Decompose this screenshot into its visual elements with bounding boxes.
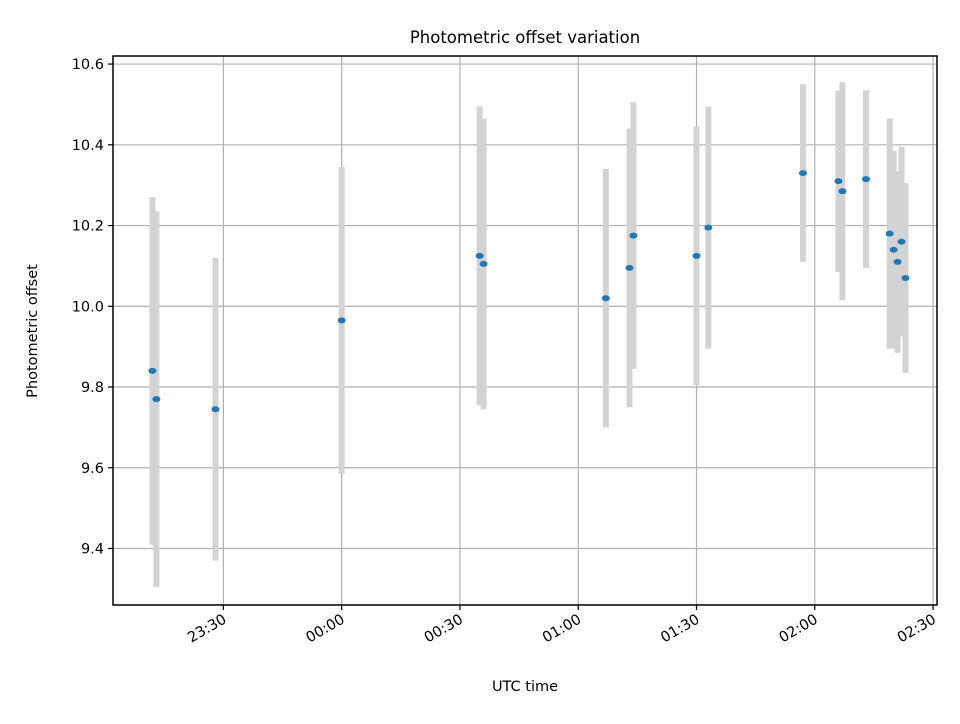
data-point [885, 230, 894, 237]
y-axis-ticks: 9.4 9.6 9.8 10.0 10.2 10.4 10.6 [72, 57, 113, 557]
data-point [211, 406, 220, 413]
y-tick-label: 9.4 [81, 541, 104, 557]
data-point [152, 396, 161, 403]
data-point [479, 260, 488, 267]
data-point [625, 264, 634, 271]
data-point [629, 232, 638, 239]
y-tick-label: 10.6 [72, 57, 104, 73]
data-point [475, 252, 484, 259]
data-point [601, 295, 610, 302]
data-point [148, 367, 157, 374]
chart-title: Photometric offset variation [410, 28, 640, 47]
data-points [148, 170, 910, 413]
data-point [893, 258, 902, 265]
data-point [704, 224, 713, 231]
data-point [901, 275, 910, 282]
data-point [897, 238, 906, 245]
y-tick-label: 9.6 [81, 461, 104, 477]
data-point [889, 246, 898, 253]
grid [113, 56, 937, 605]
y-axis-label: Photometric offset [25, 264, 41, 398]
data-point [692, 252, 701, 259]
data-point [838, 188, 847, 195]
data-point [798, 170, 807, 177]
data-point [862, 176, 871, 183]
y-tick-label: 9.8 [81, 380, 104, 396]
data-point [337, 317, 346, 324]
y-tick-label: 10.4 [72, 138, 104, 154]
data-point [834, 178, 843, 185]
plot-frame [112, 55, 938, 606]
y-tick-label: 10.2 [72, 219, 104, 235]
x-axis-label: UTC time [492, 679, 558, 695]
y-tick-label: 10.0 [72, 299, 104, 315]
